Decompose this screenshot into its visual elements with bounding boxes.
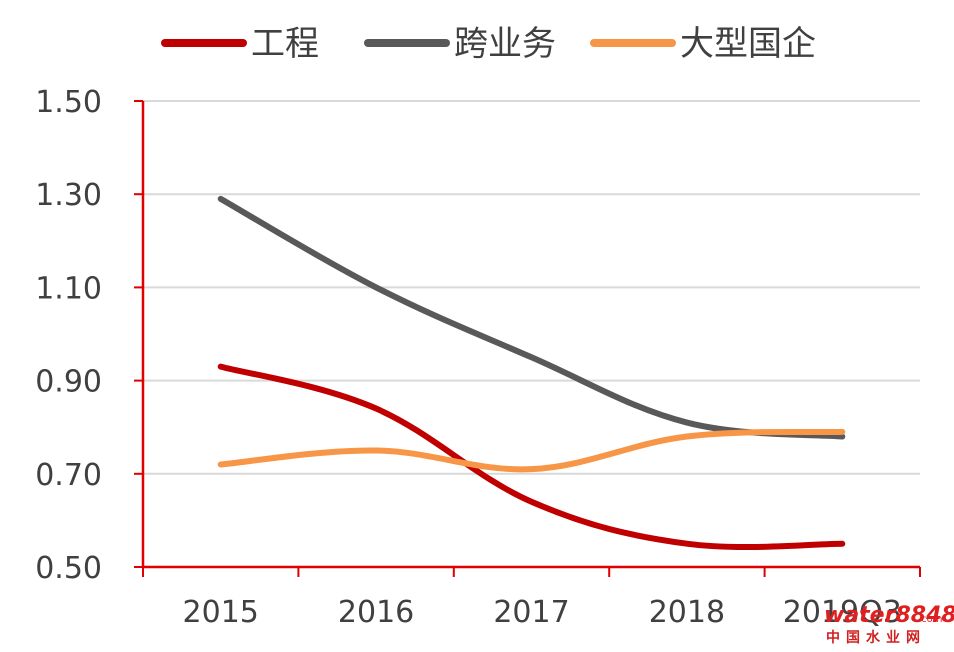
series-line-2 (217, 428, 846, 473)
legend-label-2: 大型国企 (680, 24, 816, 64)
axes (141, 101, 920, 569)
y-tick-label-5: 0.50 (35, 551, 102, 586)
x-tick-label-1: 2016 (338, 595, 414, 630)
watermark-brand: water8848 (824, 603, 954, 628)
x-tick-label-4: 2019Q3 (783, 595, 902, 630)
series-line-0 (217, 363, 846, 551)
y-tick-label-0: 1.50 (35, 85, 102, 120)
x-tick-label-2: 2017 (493, 595, 569, 630)
legend-label-0: 工程 (251, 24, 319, 64)
x-tick-label-0: 2015 (183, 595, 259, 630)
x-tick-label-3: 2018 (649, 595, 725, 630)
y-tick-label-1: 1.30 (35, 178, 102, 213)
watermark-logo: water8848 .com 中国水业网 (824, 603, 954, 646)
watermark-suffix: .com (918, 614, 943, 625)
series-lines (217, 195, 846, 551)
legend: 工程 跨业务 大型国企 (161, 24, 816, 64)
y-tick-label-3: 0.90 (35, 365, 102, 400)
gridlines (143, 100, 920, 475)
y-tick-label-2: 1.10 (35, 271, 102, 306)
x-axis-ticks: 2015 2016 2017 2018 2019Q3 (142, 567, 921, 630)
series-line-1 (217, 195, 846, 440)
y-axis-ticks: 1.50 1.30 1.10 0.90 0.70 0.50 (35, 85, 143, 586)
y-tick-label-4: 0.70 (35, 458, 102, 493)
watermark-cn: 中国水业网 (826, 629, 926, 646)
legend-label-1: 跨业务 (454, 24, 556, 64)
